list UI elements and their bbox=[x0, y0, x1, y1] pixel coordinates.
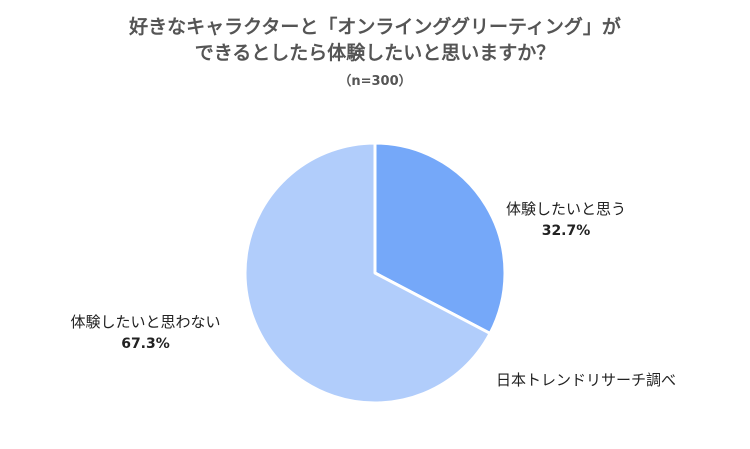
chart-title-line2: できるとしたら体験したいと思いますか？ bbox=[194, 42, 556, 64]
source-note: 日本トレンドリサーチ調べ bbox=[496, 371, 677, 389]
chart-title-line1: 好きなキャラクターと「オンラインググリーティング」が bbox=[129, 16, 621, 38]
slice-label-disagree: 体験したいと思わない 67.3% bbox=[58, 311, 233, 355]
slice-label-disagree-name: 体験したいと思わない bbox=[70, 313, 221, 331]
chart-subtitle: （n=300） bbox=[338, 74, 412, 89]
slice-label-disagree-value: 67.3% bbox=[121, 336, 170, 352]
chart-title: 好きなキャラクターと「オンラインググリーティング」が できるとしたら体験したいと… bbox=[0, 14, 750, 66]
slice-label-agree-name: 体験したいと思う bbox=[505, 200, 626, 218]
pie-slice-disagree bbox=[243, 141, 492, 405]
pie-slice-agree bbox=[373, 141, 507, 335]
pie-slices bbox=[243, 141, 507, 405]
slice-label-agree: 体験したいと思う 32.7% bbox=[496, 198, 636, 242]
slice-label-agree-value: 32.7% bbox=[541, 223, 591, 239]
